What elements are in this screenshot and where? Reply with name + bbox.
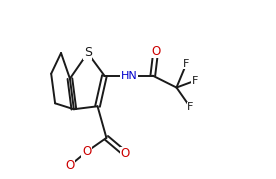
Text: O: O [82, 145, 91, 158]
Text: F: F [192, 76, 198, 86]
Text: O: O [65, 159, 75, 172]
Text: F: F [183, 59, 190, 69]
Text: F: F [187, 102, 193, 112]
Text: O: O [151, 45, 160, 57]
Text: HN: HN [121, 71, 137, 81]
Text: O: O [121, 147, 130, 160]
Text: S: S [84, 47, 92, 59]
